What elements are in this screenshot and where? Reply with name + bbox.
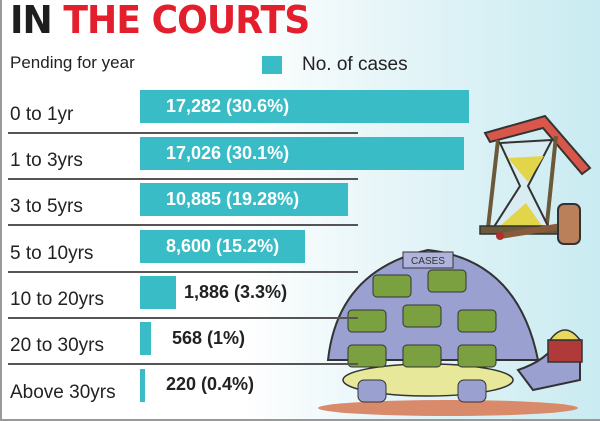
axis-label: Pending for year [10, 53, 135, 72]
title-part-1: IN [10, 0, 53, 42]
bar-value-label: 568 (1%) [172, 328, 246, 348]
category-label: Above 30yrs [10, 382, 116, 403]
row-divider [8, 178, 358, 180]
row-divider [8, 132, 358, 134]
bar [140, 230, 305, 263]
bar-row: Above 30yrs [0, 362, 360, 412]
bar-value-label: 10,885 (19.28%) [166, 189, 300, 209]
bar-value-label: 1,886 (3.3%) [184, 282, 288, 302]
legend-label: No. of cases [302, 54, 408, 75]
category-label: 20 to 30yrs [10, 335, 104, 356]
bar [140, 90, 469, 123]
tortoise-cases-icon: CASES [318, 248, 583, 416]
bar [140, 369, 145, 402]
row-divider [8, 317, 358, 319]
bar-value-label: 17,282 (30.6%) [166, 96, 290, 116]
bar-row: 1 to 3yrs [0, 134, 360, 180]
bar-row: 5 to 10yrs [0, 227, 360, 273]
row-divider [8, 363, 358, 365]
title-part-2: THE COURTS [63, 0, 310, 42]
category-label: 1 to 3yrs [10, 150, 83, 171]
bar-value-label: 17,026 (30.1%) [166, 143, 290, 163]
category-label: 5 to 10yrs [10, 243, 94, 264]
legend-swatch [262, 56, 282, 74]
bar-row: 3 to 5yrs [0, 180, 360, 226]
bar-row: 0 to 1yr [0, 88, 360, 134]
category-label: 3 to 5yrs [10, 196, 83, 217]
bar-value-label: 220 (0.4%) [166, 374, 255, 394]
bar-row: 20 to 30yrs [0, 319, 360, 365]
bar [140, 183, 348, 216]
bar-value-label: 8,600 (15.2%) [166, 236, 280, 256]
category-label: 0 to 1yr [10, 104, 74, 125]
row-divider [8, 271, 358, 273]
bar-row: 10 to 20yrs [0, 273, 360, 319]
category-label: 10 to 20yrs [10, 289, 104, 310]
bar [140, 276, 176, 309]
row-divider [8, 224, 358, 226]
bar [140, 322, 151, 355]
hourglass-gavel-icon [479, 114, 592, 245]
page-title: IN THE COURTS [10, 0, 310, 42]
cases-label: CASES [411, 256, 445, 267]
legend: No. of cases [262, 54, 408, 76]
bar [140, 137, 464, 170]
